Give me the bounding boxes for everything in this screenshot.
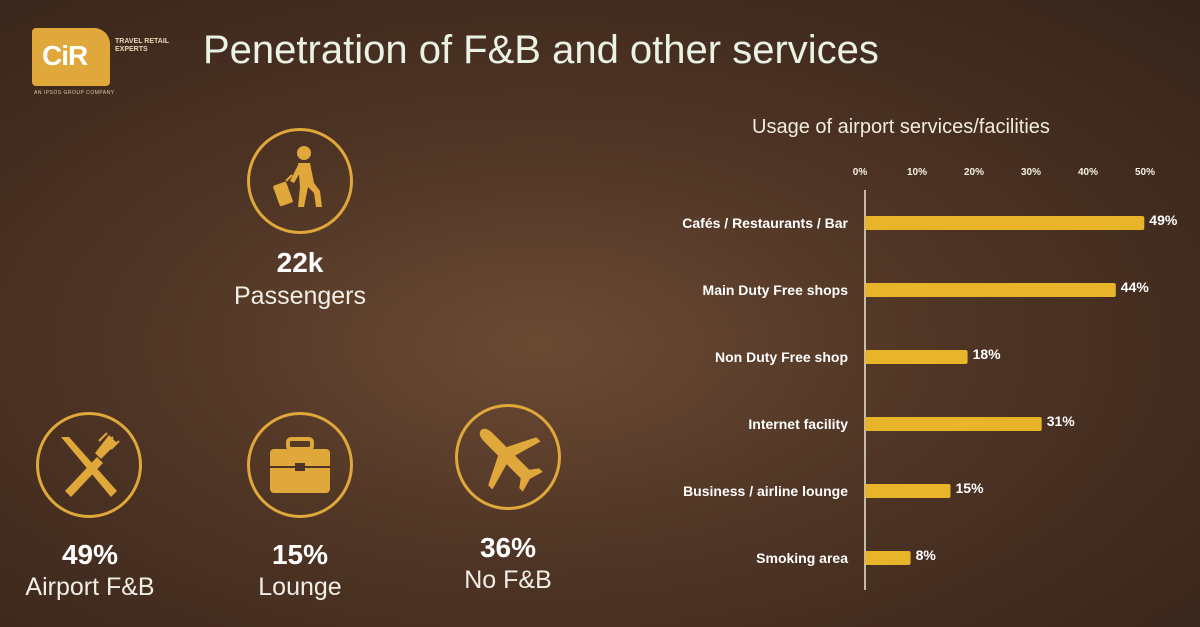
x-tick-label: 10% (907, 167, 927, 178)
no-fb-label: No F&B (464, 566, 552, 594)
data-label: 18% (973, 346, 1002, 362)
lounge-label: Lounge (258, 573, 342, 601)
data-label: 8% (916, 547, 937, 563)
logo-subline: AN IPSOS GROUP COMPANY (34, 90, 115, 96)
traveler-luggage-icon (247, 128, 353, 234)
airplane-icon (455, 404, 561, 510)
bar (865, 283, 1116, 297)
x-tick-label: 40% (1078, 167, 1098, 178)
slide-title: Penetration of F&B and other services (203, 28, 879, 72)
data-label: 44% (1121, 279, 1150, 295)
x-tick-label: 30% (1021, 167, 1041, 178)
category-label: Non Duty Free shop (715, 349, 848, 365)
data-label: 15% (956, 480, 985, 496)
cir-logo: CiR (32, 28, 110, 86)
category-label: Main Duty Free shops (703, 282, 849, 298)
category-label: Cafés / Restaurants / Bar (682, 215, 848, 231)
lounge-value: 15% (271, 539, 329, 570)
bar (865, 350, 968, 364)
x-tick-label: 50% (1135, 167, 1155, 178)
x-tick-label: 20% (964, 167, 984, 178)
chart-title: Usage of airport services/facilities (752, 116, 1050, 138)
logo-text: CiR (42, 40, 88, 71)
data-label: 49% (1149, 212, 1178, 228)
bar (865, 216, 1145, 230)
passengers-label: Passengers (233, 282, 367, 310)
airport-fb-label: Airport F&B (25, 573, 155, 601)
logo-tagline: TRAVEL RETAIL EXPERTS (115, 38, 169, 53)
category-label: Business / airline lounge (683, 483, 848, 499)
bar (865, 417, 1042, 431)
category-label: Smoking area (756, 550, 848, 566)
fork-knife-icon (36, 412, 142, 518)
no-fb-value: 36% (479, 532, 537, 563)
bar (865, 484, 951, 498)
data-label: 31% (1047, 413, 1076, 429)
bar (865, 551, 911, 565)
category-label: Internet facility (748, 416, 848, 432)
x-tick-label: 0% (853, 167, 868, 178)
passengers-value: 22k (276, 247, 324, 278)
briefcase-icon (247, 412, 353, 518)
airport-fb-value: 49% (61, 539, 119, 570)
